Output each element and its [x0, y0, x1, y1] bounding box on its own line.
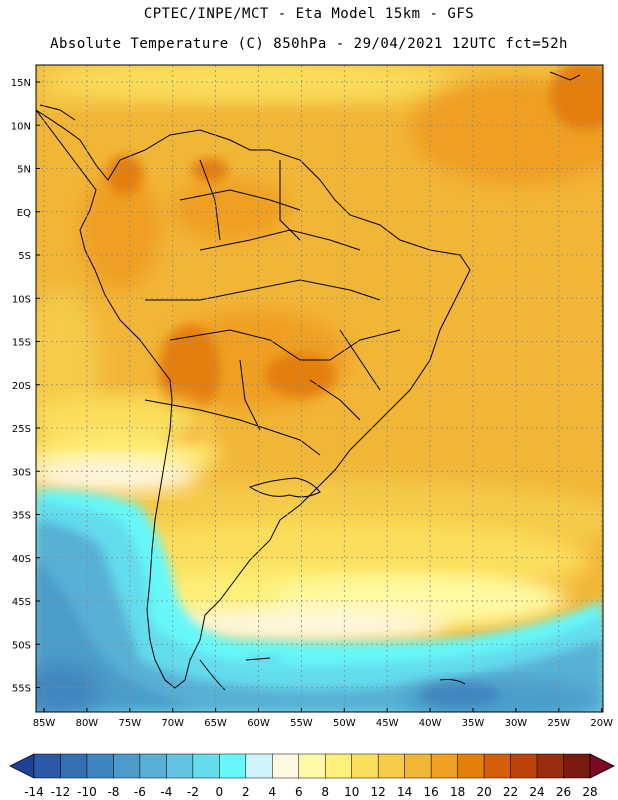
lon-label: 25W	[547, 718, 570, 729]
lat-label: 50S	[12, 640, 31, 651]
lon-label: 80W	[76, 718, 99, 729]
colorbar-segment	[563, 753, 591, 779]
lon-label: 30W	[505, 718, 528, 729]
colorbar-label: 6	[295, 785, 303, 799]
colorbar-label: 8	[321, 785, 329, 799]
colorbar-underflow-triangle	[9, 753, 35, 779]
lat-label: 5S	[18, 251, 31, 262]
colorbar-segment	[457, 753, 485, 779]
colorbar-segment	[377, 753, 405, 779]
lat-label: 40S	[12, 554, 31, 565]
colorbar-segment	[60, 753, 88, 779]
latitude-labels: 15N 10N 5N EQ 5S 10S 15S 20S 25S 30S 35S 40S 45S 50S 5…	[11, 78, 40, 695]
colorbar-segment	[113, 753, 141, 779]
lat-label: 35S	[12, 511, 31, 522]
colorbar-label: 26	[556, 785, 571, 799]
chart-title-line1: CPTEC/INPE/MCT - Eta Model 15km - GFS	[143, 6, 475, 22]
colorbar-label: 24	[529, 785, 544, 799]
lat-label: 45S	[12, 597, 31, 608]
colorbar-segment	[324, 753, 352, 779]
lat-label: 25S	[12, 424, 31, 435]
colorbar-segment	[139, 753, 167, 779]
colorbar-label: 16	[424, 785, 439, 799]
colorbar-label: 28	[582, 785, 597, 799]
lat-label: 30S	[12, 467, 31, 478]
colorbar-segment	[219, 753, 247, 779]
lon-label: 50W	[333, 718, 356, 729]
colorbar-segment	[166, 753, 194, 779]
colorbar-label: -4	[160, 785, 172, 799]
colorbar-label: 20	[476, 785, 491, 799]
colorbar-segment	[192, 753, 220, 779]
colorbar-segment	[272, 753, 300, 779]
colorbar-label: 0	[216, 785, 224, 799]
colorbar-segment	[430, 753, 458, 779]
colorbar-label: 4	[268, 785, 276, 799]
colorbar-segment	[536, 753, 564, 779]
lat-label: 15S	[12, 338, 31, 349]
lat-label: 20S	[12, 381, 31, 392]
lon-label: 55W	[290, 718, 313, 729]
colorbar-label: -8	[107, 785, 119, 799]
lon-label: 45W	[376, 718, 399, 729]
chart-title-line2: Absolute Temperature (C) 850hPa - 29/04/…	[50, 36, 568, 52]
map-frame	[35, 64, 604, 713]
colorbar-segment	[483, 753, 511, 779]
longitude-labels: 85W 80W 75W 70W 65W 60W 55W 50W 45W 40W 35W 30W 25W 2…	[33, 708, 613, 729]
lat-label: 5N	[17, 165, 31, 176]
lon-label: 75W	[118, 718, 141, 729]
colorbar-label: -12	[51, 785, 71, 799]
temperature-field	[36, 65, 603, 712]
lat-label: 10N	[11, 121, 31, 132]
colorbar-segment	[33, 753, 61, 779]
colorbar-label: -14	[24, 785, 44, 799]
lon-label: 40W	[419, 718, 442, 729]
colorbar-label: -6	[134, 785, 146, 799]
lon-label: 85W	[33, 718, 56, 729]
colorbar-segment	[510, 753, 538, 779]
colorbar-overflow-triangle	[589, 753, 615, 779]
lon-label: 70W	[161, 718, 184, 729]
colorbar-segment	[86, 753, 114, 779]
lat-label: 10S	[12, 294, 31, 305]
colorbar-label: 14	[397, 785, 412, 799]
lon-label: 65W	[204, 718, 227, 729]
lon-label: 60W	[247, 718, 270, 729]
colorbar-label: 18	[450, 785, 465, 799]
lat-label: 15N	[11, 78, 31, 89]
colorbar-segment	[351, 753, 379, 779]
coastlines	[36, 71, 581, 691]
lon-label: 35W	[462, 718, 485, 729]
colorbar: -14 -12 -10 -8 -6 -4 -2 0 2 4 6 8 10 12 14 16 18 20 22 24 26…	[9, 753, 615, 799]
colorbar-label: 10	[344, 785, 359, 799]
colorbar-label: -2	[187, 785, 199, 799]
lon-label: 20W	[590, 718, 613, 729]
colorbar-label: 2	[242, 785, 250, 799]
colorbar-label: -10	[77, 785, 97, 799]
lat-label: EQ	[17, 208, 31, 219]
colorbar-segment	[245, 753, 273, 779]
colorbar-segment	[404, 753, 432, 779]
colorbar-label: 12	[371, 785, 386, 799]
colorbar-segment	[298, 753, 326, 779]
lat-label: 55S	[12, 684, 31, 695]
colorbar-label: 22	[503, 785, 518, 799]
